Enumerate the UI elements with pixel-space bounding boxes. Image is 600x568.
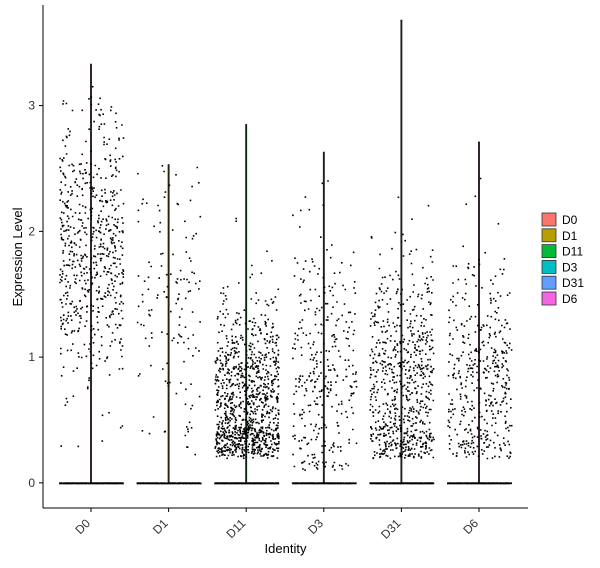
legend-item-d0: D0	[541, 212, 578, 227]
legend-label: D31	[562, 276, 584, 290]
x-tick-label-d11: D11	[223, 516, 248, 541]
legend-label: D0	[562, 213, 578, 227]
x-tick-label-d31: D31	[378, 516, 404, 542]
expression-points	[292, 180, 358, 471]
violin-shape	[136, 164, 201, 484]
expression-points	[59, 85, 125, 448]
legend-label: D6	[562, 292, 578, 306]
legend-swatch	[541, 228, 557, 243]
violin-group-d0	[59, 63, 125, 485]
expression-points	[136, 165, 202, 456]
legend-item-d31: D31	[541, 275, 584, 290]
legend-label: D3	[562, 260, 578, 274]
violin-group-d1	[136, 164, 202, 485]
legend-item-d3: D3	[541, 259, 578, 274]
legend-swatch	[541, 212, 557, 227]
zero-points	[136, 482, 202, 485]
x-tick-label-d6: D6	[460, 516, 481, 537]
legend-swatch	[541, 291, 557, 306]
expression-points	[214, 217, 280, 460]
violin-group-d31	[369, 19, 435, 485]
expression-points	[447, 177, 513, 460]
legend-swatch	[541, 259, 557, 274]
plot-area	[59, 19, 513, 485]
y-axis-ticks: 0 1 2 3	[28, 99, 43, 490]
violin-group-d3	[291, 151, 358, 485]
y-tick-label: 0	[28, 476, 35, 490]
x-tick-label-d0: D0	[72, 516, 93, 537]
legend-swatch	[541, 275, 557, 290]
zero-points	[369, 482, 435, 485]
legend-swatch	[541, 244, 557, 259]
zero-points	[291, 482, 357, 485]
legend-item-d1: D1	[541, 228, 578, 243]
x-axis-ticks: D0 D1 D11 D3 D31 D6	[72, 508, 481, 542]
violin-shape	[291, 151, 356, 484]
y-tick-label: 2	[28, 224, 35, 238]
violin-shape	[447, 141, 511, 484]
y-tick-label: 3	[28, 99, 35, 113]
zero-points	[59, 482, 124, 485]
legend-label: D1	[562, 229, 578, 243]
legend-item-d11: D11	[541, 244, 583, 259]
legend-item-d6: D6	[541, 291, 578, 306]
x-tick-label-d1: D1	[150, 516, 171, 537]
zero-points	[214, 482, 280, 485]
violin-group-d11	[214, 124, 280, 485]
violin-group-d6	[447, 141, 513, 485]
y-tick-label: 1	[28, 350, 35, 364]
zero-points	[447, 482, 512, 485]
legend-label: D11	[562, 245, 583, 259]
expression-points	[369, 196, 435, 460]
x-tick-label-d3: D3	[305, 516, 326, 537]
y-axis-title: Expression Level	[10, 207, 25, 306]
x-axis-title: Identity	[265, 541, 307, 556]
